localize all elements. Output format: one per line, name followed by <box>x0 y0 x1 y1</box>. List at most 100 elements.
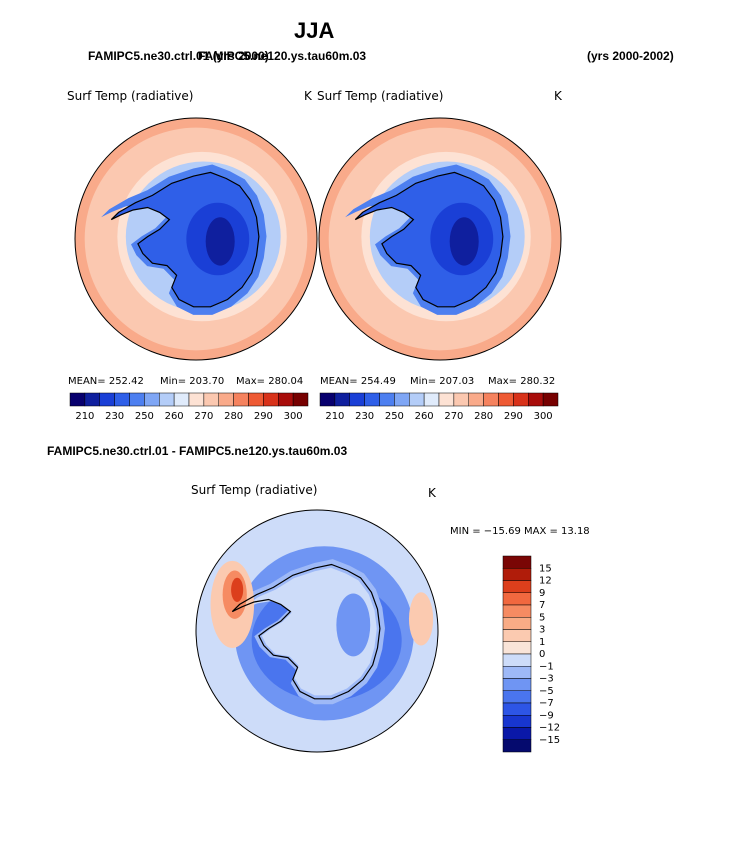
panel1-colorbar: 210 230 250 260 270 280 290 300 <box>69 392 309 422</box>
colorbar-segment <box>129 392 145 407</box>
colorbar-tick-label: 210 <box>75 411 94 422</box>
colorbar-segment <box>99 392 115 407</box>
coastline <box>231 563 381 700</box>
colorbar-segment <box>502 555 532 569</box>
colorbar-segment <box>69 392 86 407</box>
diff-warm-east-field <box>408 592 434 646</box>
panel1-map <box>74 117 318 361</box>
colorbar-segment <box>542 392 559 407</box>
panel1-units: K <box>304 89 312 103</box>
panel1-min: Min= 203.70 <box>160 376 225 387</box>
colorbar-tick-label: 230 <box>105 411 124 422</box>
colorbar-segment <box>423 392 440 407</box>
interior-min-field <box>205 217 235 266</box>
colorbar-segment <box>502 592 532 606</box>
panel3-minmax: MIN = −15.69 MAX = 13.18 <box>450 526 590 537</box>
colorbar-segment <box>513 392 529 407</box>
colorbar-segment <box>248 392 264 407</box>
colorbar-tick-label: −12 <box>539 723 560 734</box>
colorbar-segment <box>502 604 532 618</box>
colorbar-segment <box>203 392 219 407</box>
colorbar-segment <box>483 392 499 407</box>
colorbar-segment <box>364 392 380 407</box>
map-border <box>195 509 439 753</box>
colorbar-segment <box>528 392 544 407</box>
colorbar-tick-label: 210 <box>325 411 344 422</box>
colorbar-tick-label: 1 <box>539 637 545 648</box>
diff-land-cold-field <box>336 593 371 657</box>
panel2-mean: MEAN= 254.49 <box>320 376 396 387</box>
colorbar-tick-label: 300 <box>284 411 303 422</box>
map-border <box>318 117 562 361</box>
panel3-units: K <box>428 486 436 500</box>
colorbar-tick-label: 250 <box>135 411 154 422</box>
panel1-max: Max= 280.04 <box>236 376 304 387</box>
panel2-min: Min= 207.03 <box>410 376 475 387</box>
colorbar-tick-label: 0 <box>539 649 545 660</box>
diff-case-label: FAMIPC5.ne30.ctrl.01 - FAMIPC5.ne120.ys.… <box>47 444 348 458</box>
page-title: JJA <box>294 18 335 43</box>
diff-warm-max-field <box>231 577 244 602</box>
colorbar-segment <box>502 568 532 581</box>
panel2-units: K <box>554 89 562 103</box>
colorbar-segment <box>379 392 395 407</box>
colorbar-tick-label: 15 <box>539 563 552 574</box>
panel3-title: Surf Temp (radiative) <box>191 483 318 497</box>
colorbar-tick-label: 260 <box>415 411 434 422</box>
colorbar-tick-label: 290 <box>504 411 523 422</box>
colorbar-segment <box>502 727 532 740</box>
colorbar-segment <box>173 392 190 407</box>
colorbar-tick-label: 280 <box>474 411 493 422</box>
diff-land-field <box>236 567 377 696</box>
colorbar-tick-label: −3 <box>539 674 554 685</box>
panel2-title: Surf Temp (radiative) <box>317 89 444 103</box>
panel2-max: Max= 280.32 <box>488 376 556 387</box>
right-years-label: (yrs 2000-2002) <box>587 49 674 63</box>
colorbar-segment <box>218 392 234 407</box>
colorbar-segment <box>349 392 365 407</box>
colorbar-segment <box>319 392 336 407</box>
colorbar-segment <box>233 392 249 407</box>
right-case-label: FAMIPC5.ne120.ys.tau60m.03 <box>198 49 367 63</box>
colorbar-tick-label: −9 <box>539 710 554 721</box>
panel2-colorbar: 210 230 250 260 270 280 290 300 <box>319 392 559 422</box>
colorbar-tick-label: 270 <box>194 411 213 422</box>
colorbar-tick-label: 5 <box>539 612 545 623</box>
colorbar-segment <box>498 392 514 407</box>
colorbar-segment <box>502 617 532 630</box>
colorbar-segment <box>409 392 425 407</box>
colorbar-tick-label: 270 <box>444 411 463 422</box>
colorbar-segment <box>502 702 532 716</box>
colorbar-segment <box>394 392 410 407</box>
colorbar-tick-label: 9 <box>539 588 545 599</box>
panel1-title: Surf Temp (radiative) <box>67 89 194 103</box>
colorbar-segment <box>292 392 309 407</box>
colorbar-tick-label: −15 <box>539 735 560 746</box>
colorbar-segment <box>144 392 160 407</box>
colorbar-tick-label: 230 <box>355 411 374 422</box>
colorbar-tick-label: 12 <box>539 576 552 587</box>
colorbar-segment <box>114 392 130 407</box>
colorbar-segment <box>453 392 469 407</box>
colorbar-segment <box>502 690 532 704</box>
panel3-map <box>195 509 439 753</box>
interior-min-field <box>449 217 479 266</box>
colorbar-segment <box>502 653 532 667</box>
colorbar-segment <box>334 392 350 407</box>
colorbar-segment <box>502 629 532 642</box>
colorbar-segment <box>502 678 532 691</box>
colorbar-tick-label: −7 <box>539 698 554 709</box>
colorbar-segment <box>438 392 455 407</box>
colorbar-segment <box>468 392 484 407</box>
colorbar-tick-label: 7 <box>539 600 545 611</box>
colorbar-tick-label: 260 <box>165 411 184 422</box>
colorbar-tick-label: 3 <box>539 625 545 636</box>
panel2-map <box>318 117 562 361</box>
coastline <box>354 171 504 308</box>
colorbar-segment <box>84 392 100 407</box>
colorbar-segment <box>502 641 532 655</box>
colorbar-tick-label: 300 <box>534 411 553 422</box>
colorbar-tick-label: 250 <box>385 411 404 422</box>
